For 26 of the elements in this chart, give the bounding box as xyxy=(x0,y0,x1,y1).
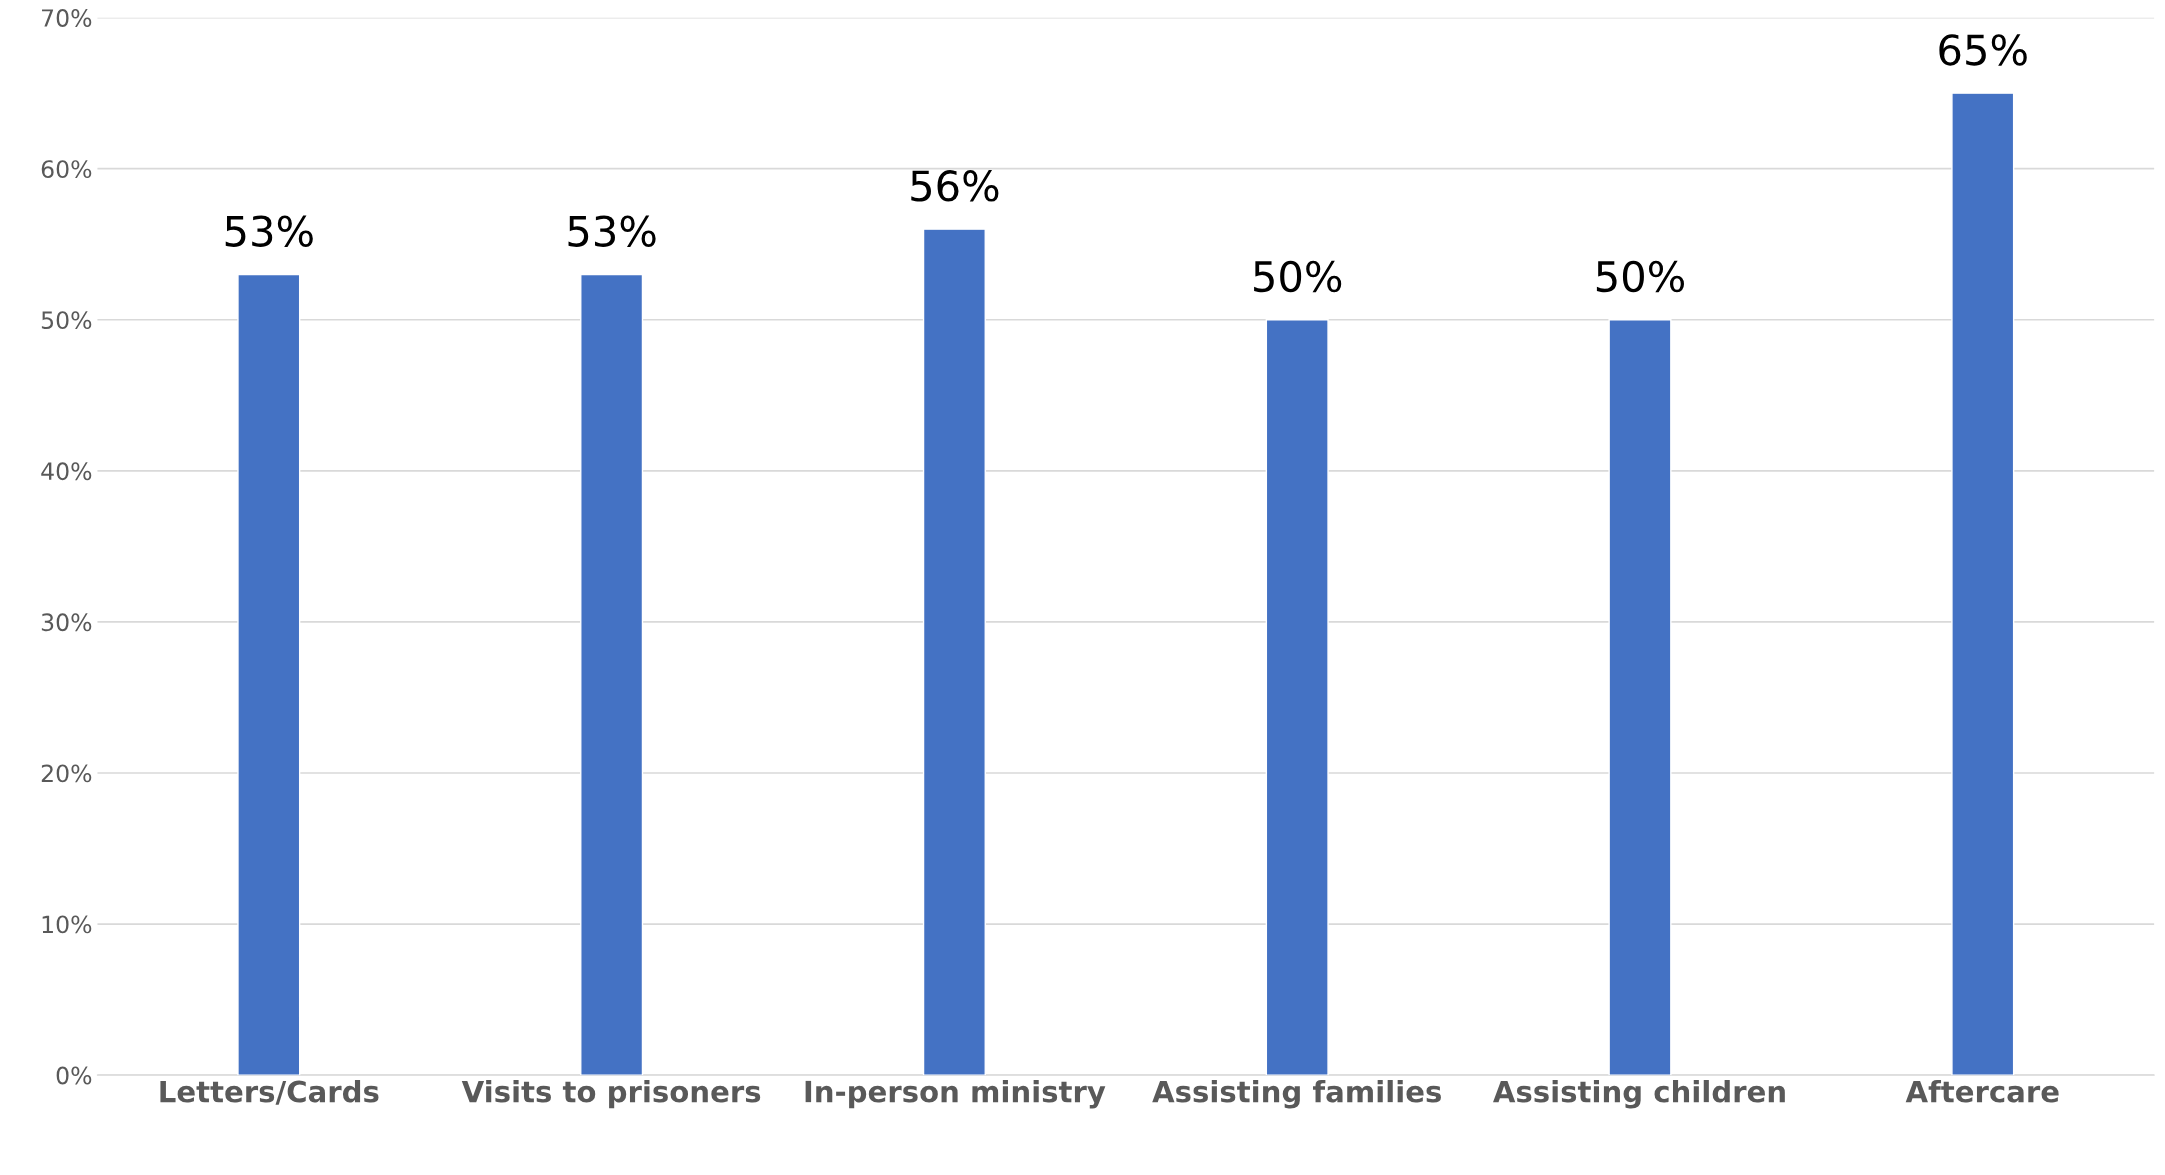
data-label: 50% xyxy=(1254,260,1342,293)
bar xyxy=(580,273,644,1076)
data-label: 56% xyxy=(911,170,999,202)
data-label: 65% xyxy=(1939,34,2027,66)
x-tick-label: In-person ministry xyxy=(805,1079,1106,1109)
y-tick-label: 70% xyxy=(42,9,92,27)
bar xyxy=(1265,319,1329,1076)
y-tick-label: 20% xyxy=(41,764,92,783)
y-tick-label: 40% xyxy=(41,462,92,481)
x-tick-label: Assisting children xyxy=(1493,1079,1785,1109)
y-tick-label: 30% xyxy=(41,613,92,632)
y-tick-label: 50% xyxy=(41,311,92,330)
x-tick-label: Letters/Cards xyxy=(160,1079,379,1105)
x-tick-label: Visits to prisoners xyxy=(461,1079,761,1109)
bar xyxy=(1608,319,1672,1076)
bar xyxy=(237,273,301,1076)
bar xyxy=(1951,92,2015,1076)
y-tick-label: 10% xyxy=(42,915,92,934)
data-label: 50% xyxy=(1596,260,1684,293)
bar xyxy=(922,228,986,1076)
x-tick-label: Assisting families xyxy=(1152,1079,1441,1109)
y-tick-label: 0% xyxy=(56,1066,92,1085)
data-label: 53% xyxy=(568,215,656,247)
x-tick-label: Aftercare xyxy=(1905,1079,2059,1103)
y-tick-label: 60% xyxy=(41,160,92,178)
data-label: 53% xyxy=(225,215,313,247)
